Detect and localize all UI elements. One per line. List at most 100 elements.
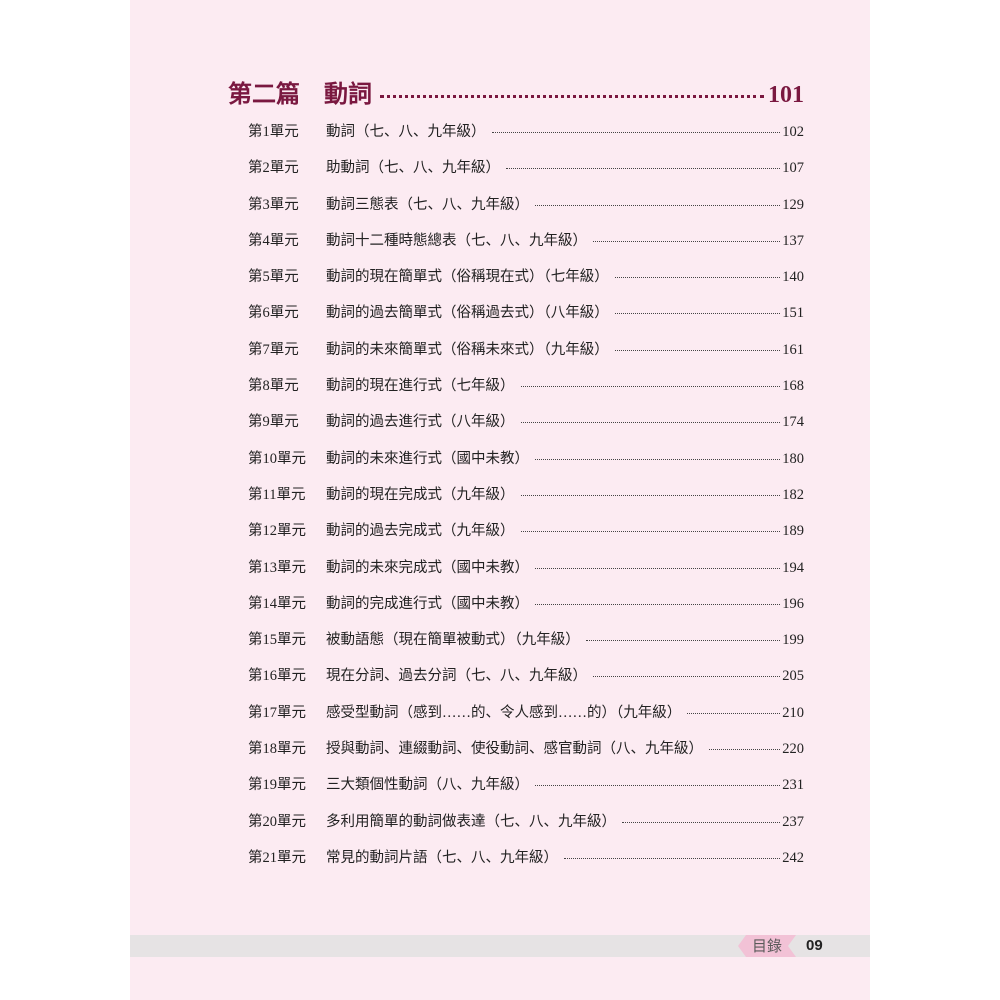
dot-leader <box>535 603 781 605</box>
dot-leader <box>593 240 781 242</box>
part-label: 第二篇 <box>228 82 300 108</box>
toc-entry[interactable]: 第20單元 多利用簡單的動詞做表達（七、八、九年級） 237 <box>248 810 804 846</box>
dot-leader <box>491 132 781 133</box>
dot-leader <box>614 313 781 315</box>
entry-page-number: 151 <box>782 305 804 322</box>
toc-entry[interactable]: 第14單元 動詞的完成進行式（國中未教） 196 <box>248 592 804 628</box>
entry-title: 感受型動詞（感到……的、令人感到……的）（九年級） <box>326 704 682 721</box>
part-title: 動詞 <box>324 82 372 108</box>
footer-section-tab: 目錄 <box>738 935 796 957</box>
entry-title: 三大類個性動詞（八、九年級） <box>326 777 529 794</box>
dot-leader <box>506 168 781 170</box>
entry-title: 常見的動詞片語（七、八、九年級） <box>326 849 558 866</box>
part-heading[interactable]: 第二篇 動詞 101 <box>228 74 804 109</box>
dot-leader <box>585 640 781 642</box>
entry-page-number: 189 <box>782 523 804 540</box>
entry-page-number: 231 <box>782 777 804 794</box>
dot-leader <box>380 95 764 98</box>
entry-unit: 第13單元 <box>248 559 306 576</box>
entry-page-number: 196 <box>782 595 804 612</box>
entry-page-number: 237 <box>782 813 804 830</box>
entry-title: 多利用簡單的動詞做表達（七、八、九年級） <box>326 813 616 830</box>
toc-entry[interactable]: 第12單元 動詞的過去完成式（九年級） 189 <box>248 519 804 555</box>
entry-unit: 第11單元 <box>248 486 306 503</box>
dot-leader <box>520 422 781 424</box>
entry-title: 動詞的過去進行式（八年級） <box>326 414 515 431</box>
entry-unit: 第8單元 <box>248 378 299 395</box>
entry-title: 動詞的未來完成式（國中未教） <box>326 559 529 576</box>
toc-entry[interactable]: 第21單元 常見的動詞片語（七、八、九年級） 242 <box>248 846 804 882</box>
entry-unit: 第2單元 <box>248 160 299 177</box>
entry-unit: 第10單元 <box>248 450 306 467</box>
entry-title: 現在分詞、過去分詞（七、八、九年級） <box>326 668 587 685</box>
entry-page-number: 140 <box>782 269 804 286</box>
dot-leader <box>520 494 781 496</box>
entry-unit: 第21單元 <box>248 849 306 866</box>
toc-entry[interactable]: 第10單元 動詞的未來進行式（國中未教） 180 <box>248 447 804 483</box>
entry-page-number: 168 <box>782 378 804 395</box>
entry-title: 動詞三態表（七、八、九年級） <box>326 196 529 213</box>
toc-entry[interactable]: 第5單元 動詞的現在簡單式（俗稱現在式）（七年級） 140 <box>248 265 804 301</box>
toc-entry[interactable]: 第6單元 動詞的過去簡單式（俗稱過去式）（八年級） 151 <box>248 301 804 337</box>
entry-page-number: 199 <box>782 632 804 649</box>
dot-leader <box>622 821 781 823</box>
entry-page-number: 107 <box>782 160 804 177</box>
entry-unit: 第7單元 <box>248 341 299 358</box>
entry-unit: 第12單元 <box>248 523 306 540</box>
toc-entry[interactable]: 第18單元 授與動詞、連綴動詞、使役動詞、感官動詞（八、九年級） 220 <box>248 737 804 773</box>
toc-entry[interactable]: 第7單元 動詞的未來簡單式（俗稱未來式）（九年級） 161 <box>248 338 804 374</box>
toc-entry[interactable]: 第8單元 動詞的現在進行式（七年級） 168 <box>248 374 804 410</box>
dot-leader <box>614 277 781 279</box>
dot-leader <box>520 531 781 533</box>
entry-page-number: 180 <box>782 450 804 467</box>
toc-entry[interactable]: 第15單元 被動語態（現在簡單被動式）（九年級） 199 <box>248 628 804 664</box>
entry-unit: 第19單元 <box>248 777 306 794</box>
toc-entry[interactable]: 第19單元 三大類個性動詞（八、九年級） 231 <box>248 773 804 809</box>
entry-title: 助動詞（七、八、九年級） <box>326 160 500 177</box>
toc-entry[interactable]: 第3單元 動詞三態表（七、八、九年級） 129 <box>248 193 804 229</box>
toc-entry[interactable]: 第9單元 動詞的過去進行式（八年級） 174 <box>248 410 804 446</box>
entry-title: 動詞的完成進行式（國中未教） <box>326 595 529 612</box>
toc-list: 第1單元 動詞（七、八、九年級） 102 第2單元 助動詞（七、八、九年級） 107 第3單… <box>248 120 804 882</box>
entry-page-number: 102 <box>782 124 804 140</box>
dot-leader <box>593 676 781 678</box>
dot-leader <box>614 349 781 351</box>
entry-page-number: 210 <box>782 704 804 721</box>
entry-unit: 第17單元 <box>248 704 306 721</box>
entry-unit: 第1單元 <box>248 124 299 140</box>
dot-leader <box>687 712 781 714</box>
entry-unit: 第18單元 <box>248 741 306 758</box>
entry-unit: 第9單元 <box>248 414 299 431</box>
entry-title: 動詞的現在完成式（九年級） <box>326 486 515 503</box>
entry-unit: 第16單元 <box>248 668 306 685</box>
dot-leader <box>535 204 781 206</box>
entry-title: 動詞的未來簡單式（俗稱未來式）（九年級） <box>326 341 609 358</box>
entry-title: 動詞十二種時態總表（七、八、九年級） <box>326 232 587 249</box>
dot-leader <box>535 567 781 569</box>
entry-page-number: 129 <box>782 196 804 213</box>
page <box>130 0 870 1000</box>
entry-unit: 第14單元 <box>248 595 306 612</box>
entry-title: 被動語態（現在簡單被動式）（九年級） <box>326 632 580 649</box>
toc-entry[interactable]: 第17單元 感受型動詞（感到……的、令人感到……的）（九年級） 210 <box>248 701 804 737</box>
dot-leader <box>709 749 781 751</box>
entry-title: 動詞的現在進行式（七年級） <box>326 378 515 395</box>
toc-entry[interactable]: 第4單元 動詞十二種時態總表（七、八、九年級） 137 <box>248 229 804 265</box>
entry-unit: 第3單元 <box>248 196 299 213</box>
entry-title: 動詞的現在簡單式（俗稱現在式）（七年級） <box>326 269 609 286</box>
entry-title: 動詞（七、八、九年級） <box>326 124 486 140</box>
entry-page-number: 205 <box>782 668 804 685</box>
toc-entry[interactable]: 第11單元 動詞的現在完成式（九年級） 182 <box>248 483 804 519</box>
entry-page-number: 242 <box>782 849 804 866</box>
entry-page-number: 137 <box>782 232 804 249</box>
toc-entry[interactable]: 第13單元 動詞的未來完成式（國中未教） 194 <box>248 556 804 592</box>
entry-unit: 第6單元 <box>248 305 299 322</box>
toc-entry[interactable]: 第2單元 助動詞（七、八、九年級） 107 <box>248 156 804 192</box>
dot-leader <box>520 386 781 388</box>
toc-entry[interactable]: 第1單元 動詞（七、八、九年級） 102 <box>248 120 804 156</box>
toc-entry[interactable]: 第16單元 現在分詞、過去分詞（七、八、九年級） 205 <box>248 664 804 700</box>
part-page-number: 101 <box>768 82 804 108</box>
entry-page-number: 182 <box>782 486 804 503</box>
entry-title: 動詞的過去簡單式（俗稱過去式）（八年級） <box>326 305 609 322</box>
entry-unit: 第4單元 <box>248 232 299 249</box>
